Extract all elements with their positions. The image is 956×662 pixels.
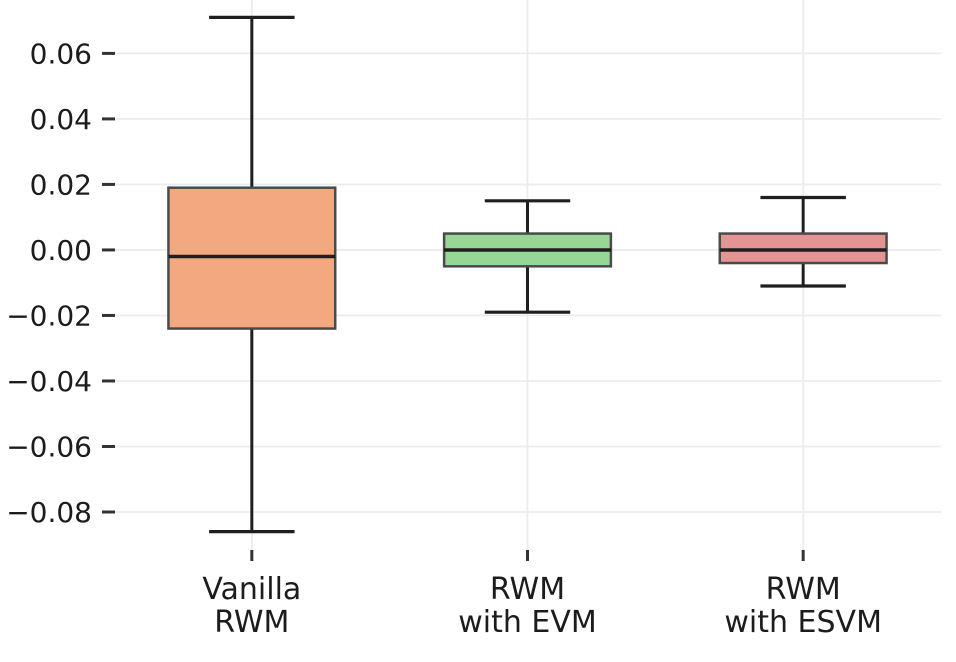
x-category-label-line1: Vanilla xyxy=(202,572,301,607)
y-tick-label: 0.00 xyxy=(30,234,92,267)
boxplot-box xyxy=(442,199,613,314)
y-tick-label: −0.08 xyxy=(6,496,92,529)
x-category-label-line1: RWM xyxy=(490,572,565,607)
y-tick-label: −0.02 xyxy=(6,299,92,332)
y-tick-label: 0.06 xyxy=(30,37,92,70)
y-tick-label: 0.04 xyxy=(30,103,92,136)
x-category-label-line2: RWM xyxy=(214,605,289,640)
y-tick-label: −0.06 xyxy=(6,430,92,463)
boxplot-box xyxy=(167,15,337,534)
x-category-label-line1: RWM xyxy=(766,572,841,607)
boxplot-box xyxy=(718,195,888,288)
x-category-label-line2: with EVM xyxy=(458,605,597,640)
y-tick-label: −0.04 xyxy=(6,365,92,398)
y-tick-label: 0.02 xyxy=(30,168,92,201)
x-category-label-line2: with ESVM xyxy=(724,605,882,640)
